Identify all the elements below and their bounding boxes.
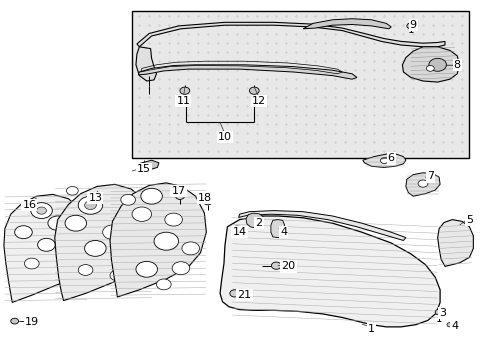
Polygon shape <box>238 211 405 240</box>
Polygon shape <box>245 213 263 228</box>
Circle shape <box>234 228 240 233</box>
Circle shape <box>116 249 133 262</box>
Text: 15: 15 <box>137 164 151 174</box>
Circle shape <box>110 270 124 281</box>
Text: 3: 3 <box>438 308 445 318</box>
Circle shape <box>417 180 427 187</box>
Circle shape <box>182 242 199 255</box>
Text: 5: 5 <box>465 215 472 225</box>
Circle shape <box>136 261 157 277</box>
Circle shape <box>229 290 239 297</box>
Circle shape <box>78 265 93 275</box>
Polygon shape <box>402 47 459 82</box>
Text: 21: 21 <box>237 290 251 300</box>
Circle shape <box>426 66 433 71</box>
Text: 13: 13 <box>88 193 102 203</box>
Circle shape <box>11 318 19 324</box>
Circle shape <box>24 258 39 269</box>
Circle shape <box>380 158 387 163</box>
Circle shape <box>141 188 162 204</box>
Polygon shape <box>138 160 159 170</box>
Text: 10: 10 <box>218 132 231 142</box>
Text: 16: 16 <box>22 200 36 210</box>
Circle shape <box>58 259 69 268</box>
Text: 8: 8 <box>453 60 460 70</box>
Circle shape <box>164 213 182 226</box>
Polygon shape <box>220 216 439 327</box>
Circle shape <box>249 87 259 94</box>
Text: 1: 1 <box>367 324 374 334</box>
Bar <box>132 11 468 158</box>
Circle shape <box>65 215 86 231</box>
Polygon shape <box>4 194 89 302</box>
Circle shape <box>78 196 102 214</box>
Polygon shape <box>362 154 405 167</box>
Circle shape <box>84 240 106 256</box>
Circle shape <box>84 201 96 210</box>
Text: 18: 18 <box>198 193 212 203</box>
Text: 20: 20 <box>281 261 295 271</box>
Polygon shape <box>136 47 156 81</box>
Text: 12: 12 <box>252 96 265 106</box>
Polygon shape <box>303 19 390 29</box>
Polygon shape <box>110 183 206 297</box>
Circle shape <box>61 236 75 246</box>
Text: 17: 17 <box>171 186 185 196</box>
Circle shape <box>271 262 281 269</box>
Polygon shape <box>137 22 444 47</box>
Circle shape <box>48 216 67 230</box>
Circle shape <box>434 309 442 315</box>
Text: 9: 9 <box>409 20 416 30</box>
Circle shape <box>15 226 32 239</box>
Polygon shape <box>55 184 152 301</box>
Circle shape <box>37 207 46 214</box>
Polygon shape <box>405 173 439 196</box>
Text: 19: 19 <box>25 317 39 327</box>
Circle shape <box>66 186 78 195</box>
Circle shape <box>154 232 178 250</box>
Circle shape <box>180 87 189 94</box>
Text: 6: 6 <box>387 153 394 163</box>
Text: 7: 7 <box>426 171 433 181</box>
Circle shape <box>175 193 184 199</box>
Circle shape <box>203 198 212 205</box>
Circle shape <box>172 262 189 275</box>
Circle shape <box>156 279 171 290</box>
Circle shape <box>231 226 243 235</box>
Polygon shape <box>138 65 356 79</box>
Polygon shape <box>270 220 284 238</box>
Text: 2: 2 <box>255 218 262 228</box>
Circle shape <box>102 225 122 239</box>
Circle shape <box>38 238 55 251</box>
Text: 4: 4 <box>280 227 286 237</box>
Text: 11: 11 <box>176 96 190 106</box>
Circle shape <box>446 323 452 327</box>
Text: 14: 14 <box>232 227 246 237</box>
Circle shape <box>31 203 52 219</box>
Circle shape <box>132 207 151 221</box>
Circle shape <box>121 194 135 205</box>
Polygon shape <box>437 220 472 266</box>
Circle shape <box>406 23 414 29</box>
Text: 4: 4 <box>450 321 457 331</box>
Circle shape <box>428 58 446 71</box>
